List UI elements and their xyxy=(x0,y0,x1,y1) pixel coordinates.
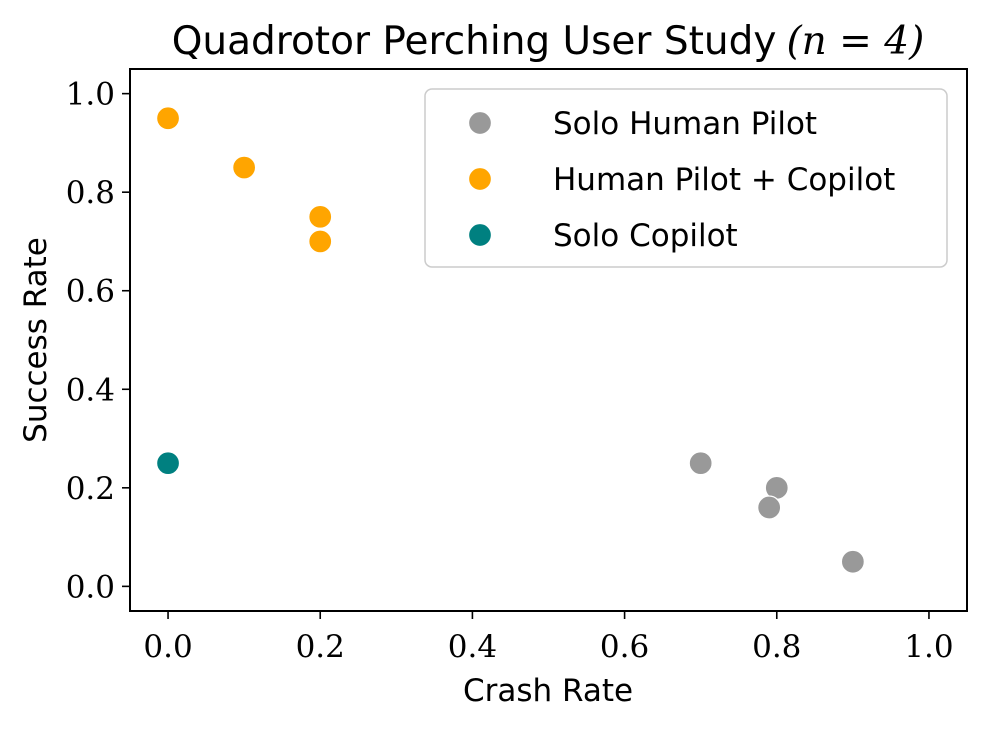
data-points xyxy=(155,106,866,574)
y-axis-ticks: 0.0 0.2 0.4 0.6 0.8 1.0 xyxy=(66,77,130,605)
y-tick-label: 0.2 xyxy=(66,471,115,507)
legend-marker xyxy=(467,110,493,136)
legend-marker xyxy=(467,222,493,248)
legend-marker xyxy=(467,166,493,192)
y-tick-label: 0.4 xyxy=(66,372,115,408)
point-human-pilot-copilot xyxy=(308,229,333,254)
point-solo-human-pilot xyxy=(757,495,782,520)
legend-label: Human Pilot + Copilot xyxy=(553,162,895,198)
plot-area: 0.0 0.2 0.4 0.6 0.8 1.0 0.0 0.2 0.4 0.6 0.8 1.0 xyxy=(66,68,968,665)
plot-frame xyxy=(129,68,968,612)
point-solo-human-pilot xyxy=(688,451,713,476)
point-solo-human-pilot xyxy=(840,549,866,574)
x-axis-label: Crash Rate xyxy=(463,673,633,709)
legend-box xyxy=(424,88,948,268)
x-tick-label: 0.6 xyxy=(600,629,649,665)
x-tick-label: 0.2 xyxy=(296,629,345,665)
point-human-pilot-copilot xyxy=(155,106,181,131)
x-tick-label: 0.4 xyxy=(448,629,497,665)
legend: Solo Human Pilot Human Pilot + Copilot Sol… xyxy=(424,88,948,268)
y-axis-label: Success Rate xyxy=(18,237,54,443)
legend-label: Solo Copilot xyxy=(553,218,738,254)
point-human-pilot-copilot xyxy=(231,155,257,180)
legend-label: Solo Human Pilot xyxy=(553,106,817,142)
y-tick-label: 0.8 xyxy=(66,175,115,211)
chart-title: Quadrotor Perching User Study (n = 4) xyxy=(172,19,925,64)
y-tick-label: 0.6 xyxy=(66,274,115,310)
x-tick-label: 0.8 xyxy=(752,629,801,665)
point-solo-copilot xyxy=(155,451,181,476)
x-tick-label: 1.0 xyxy=(904,629,953,665)
y-tick-label: 1.0 xyxy=(66,77,115,113)
x-axis-ticks: 0.0 0.2 0.4 0.6 0.8 1.0 xyxy=(143,611,954,665)
point-human-pilot-copilot xyxy=(308,204,333,229)
y-tick-label: 0.0 xyxy=(66,569,115,605)
x-tick-label: 0.0 xyxy=(143,629,192,665)
